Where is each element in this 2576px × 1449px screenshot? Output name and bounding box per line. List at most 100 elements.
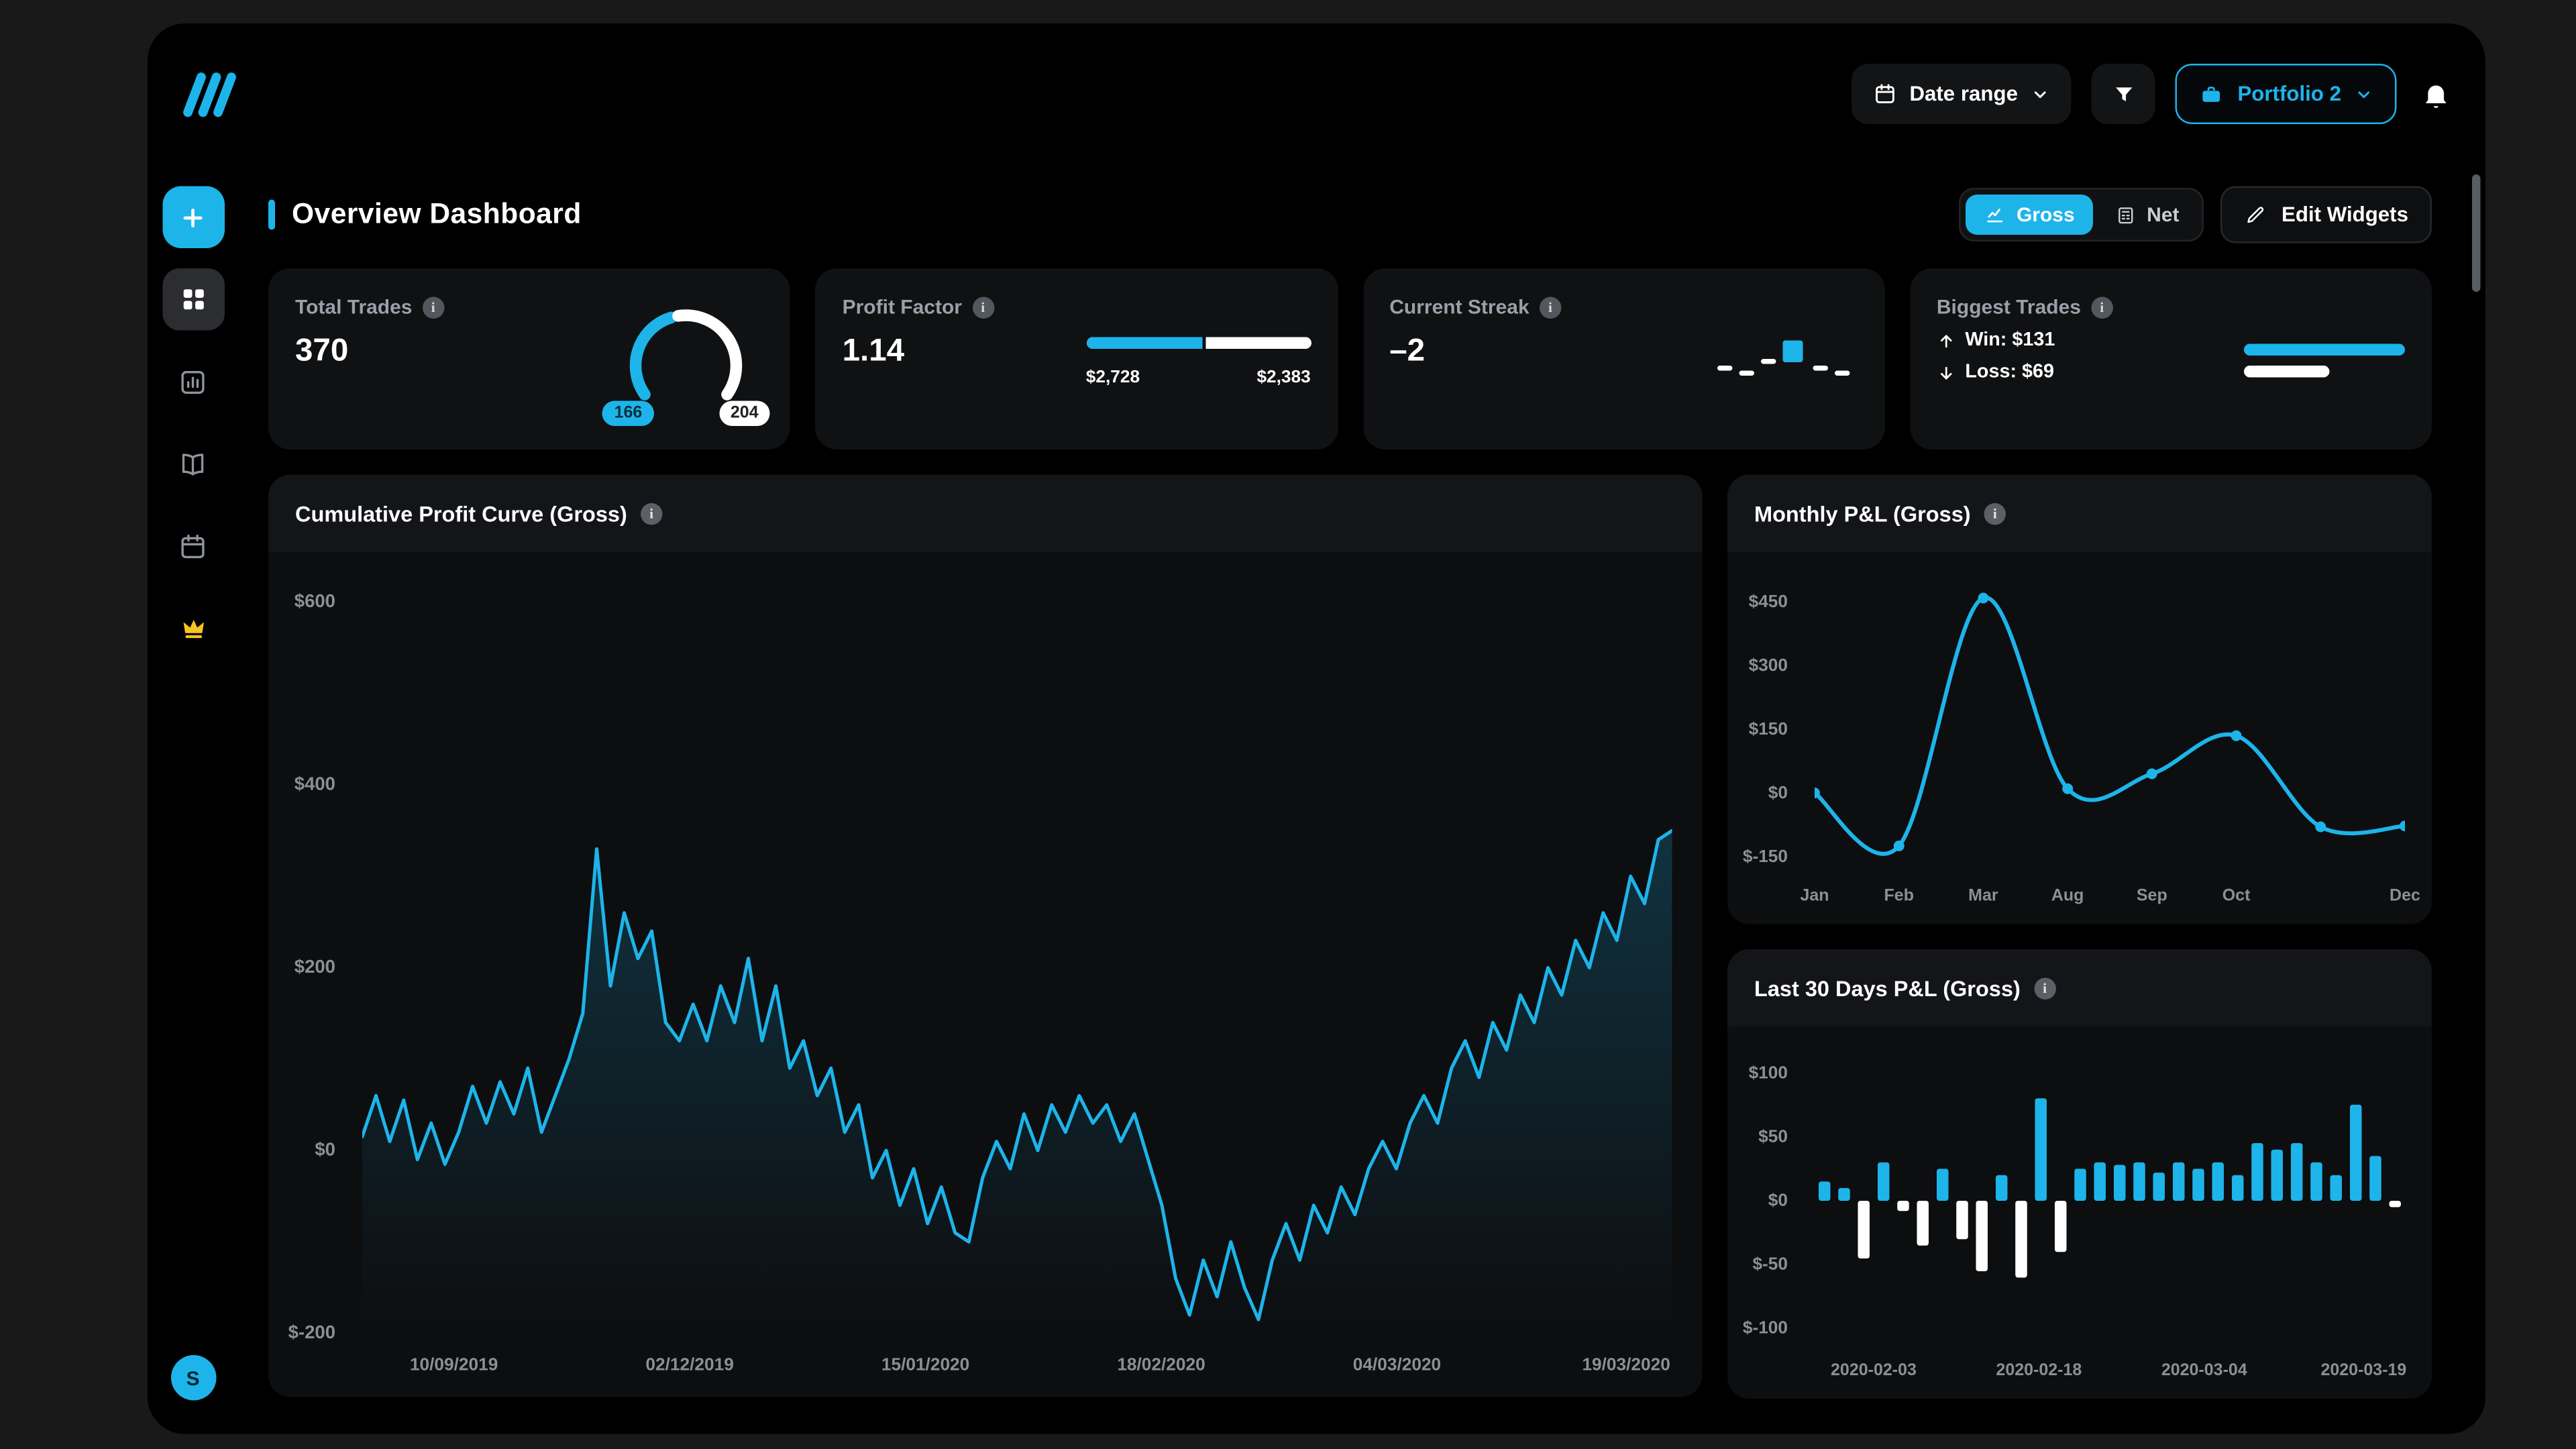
calendar-icon: [1875, 84, 1894, 103]
biggest-win-label: Win: $131: [1965, 330, 2055, 351]
top-bar: Date range Portfolio 2: [148, 23, 2485, 164]
info-icon[interactable]: [2090, 296, 2113, 318]
avatar[interactable]: S: [170, 1355, 216, 1401]
panel-header: Last 30 Days P&L (Gross): [1727, 949, 2432, 1026]
trades-gauge: 166 204: [602, 299, 771, 426]
info-icon[interactable]: [1984, 502, 2006, 525]
app-body: S Overview Dashboard: [148, 164, 2485, 1434]
x-axis: 2020-02-03 2020-02-18 2020-03-04 2020-03-19: [1831, 1362, 2407, 1381]
stat-label: Current Streak: [1389, 295, 1529, 319]
panel-header: Monthly P&L (Gross): [1727, 474, 2432, 552]
app-logo[interactable]: [174, 67, 241, 121]
stat-value: –2: [1389, 333, 1426, 370]
gross-profit-label: $2,728: [1085, 367, 1140, 388]
sidebar-item-dashboard[interactable]: [162, 268, 224, 331]
gauge-left-badge: 166: [602, 400, 654, 426]
arrow-up-icon: [1940, 334, 1951, 347]
stat-label: Biggest Trades: [1936, 295, 2081, 319]
calculator-icon: [2118, 206, 2133, 223]
x-axis: Jan Feb Mar Aug Sep Oct Dec: [1800, 887, 2420, 906]
chart-plot: [1819, 1098, 2401, 1278]
info-icon[interactable]: [971, 296, 994, 318]
profit-factor-fill: [1085, 337, 1206, 349]
sidebar-item-calendar[interactable]: [162, 515, 224, 578]
y-axis: $100 $50 $0 $-50 $-100: [1742, 1062, 1788, 1339]
tab-gross-label: Gross: [2016, 203, 2075, 227]
sidebar-item-premium[interactable]: [162, 597, 224, 659]
portfolio-button[interactable]: Portfolio 2: [2175, 64, 2397, 124]
grid-icon: [182, 289, 203, 310]
portfolio-label: Portfolio 2: [2237, 82, 2341, 106]
last30-pnl-chart: $100 $50 $0 $-50 $-100 2020-02-03 2020-02-18 2…: [1727, 1026, 2432, 1399]
logo-icon: [183, 72, 236, 117]
header-actions: Gross Net: [1959, 186, 2432, 244]
briefcase-icon: [2202, 85, 2220, 101]
crown-icon: [182, 619, 203, 639]
sidebar-item-journal[interactable]: [162, 433, 224, 495]
monthly-pnl-panel: Monthly P&L (Gross) $450$300$150$0$-150 …: [1727, 474, 2432, 924]
gross-loss-label: $2,383: [1256, 367, 1311, 388]
right-column: Monthly P&L (Gross) $450$300$150$0$-150 …: [1727, 474, 2432, 1399]
panel-title: Last 30 Days P&L (Gross): [1754, 975, 2021, 1001]
monthly-pnl-chart: $450 $300 $150 $0 $-150 Jan Feb Mar Aug Sep Oct De…: [1727, 552, 2432, 924]
loss-bar: [2244, 366, 2329, 378]
arrow-down-icon: [1940, 366, 1951, 379]
edit-widgets-button[interactable]: Edit Widgets: [2221, 186, 2432, 244]
chevron-down-icon: [2358, 91, 2370, 97]
bell-icon: [2425, 85, 2447, 107]
profit-factor-bar: $2,728 $2,383: [1085, 337, 1311, 388]
tab-net-label: Net: [2147, 203, 2180, 227]
biggest-loss-label: Loss: $69: [1965, 362, 2055, 382]
page-header: Overview Dashboard Gross: [268, 181, 2432, 248]
page-title: Overview Dashboard: [292, 198, 582, 230]
topbar-controls: Date range Portfolio 2: [1850, 64, 2456, 124]
filter-button[interactable]: [2091, 64, 2155, 124]
x-axis: 10/09/2019 02/12/2019 15/01/2020 18/02/2020…: [409, 1355, 1670, 1375]
win-bar: [2244, 343, 2405, 356]
panel-header: Cumulative Profit Curve (Gross): [268, 474, 1703, 552]
tab-net[interactable]: Net: [2096, 195, 2198, 235]
date-range-label: Date range: [1909, 82, 2018, 106]
chart-plot: [1815, 592, 2405, 856]
panel-title: Monthly P&L (Gross): [1754, 500, 1971, 526]
plus-icon: [183, 207, 203, 227]
chart-line-icon: [1988, 207, 2004, 222]
app-window: Date range Portfolio 2: [148, 23, 2485, 1434]
info-icon[interactable]: [640, 502, 663, 525]
info-icon[interactable]: [2033, 977, 2056, 999]
add-button[interactable]: [162, 186, 224, 248]
charts-row: Cumulative Profit Curve (Gross) $600$400…: [268, 474, 2432, 1399]
info-icon[interactable]: [1539, 296, 1562, 318]
title-accent: [268, 199, 275, 230]
gross-net-toggle: Gross Net: [1959, 188, 2205, 241]
calendar-icon: [181, 533, 205, 557]
cumulative-profit-chart: $600 $400 $200 $0 $-200 10/09/2019 02/12/2019…: [268, 552, 1703, 1397]
pencil-icon: [2248, 207, 2265, 223]
cumulative-profit-panel: Cumulative Profit Curve (Gross) $600$400…: [268, 474, 1703, 1397]
sidebar-item-stats[interactable]: [162, 351, 224, 413]
date-range-button[interactable]: Date range: [1850, 64, 2072, 124]
last30-pnl-panel: Last 30 Days P&L (Gross) $100$50$0$-50$-…: [1727, 949, 2432, 1399]
stat-value: 370: [295, 333, 349, 370]
chart-bar-icon: [181, 370, 205, 393]
scrollbar-thumb[interactable]: [2472, 174, 2481, 292]
gauge-right-badge: 204: [718, 400, 771, 426]
info-icon[interactable]: [422, 296, 444, 318]
funnel-icon: [2115, 87, 2132, 101]
title-wrap: Overview Dashboard: [268, 198, 582, 231]
book-icon: [182, 453, 204, 475]
stat-label: Total Trades: [295, 295, 413, 319]
stat-value: 1.14: [842, 333, 905, 370]
stat-card-biggest-trades: Biggest Trades Win: $131: [1909, 268, 2432, 449]
stat-card-current-streak: Current Streak –2: [1362, 268, 1885, 449]
panel-title: Cumulative Profit Curve (Gross): [295, 500, 627, 526]
notifications-button[interactable]: [2417, 64, 2456, 124]
sidebar: S: [148, 164, 238, 1434]
stat-card-total-trades: Total Trades 370 166 204: [268, 268, 791, 449]
tab-gross[interactable]: Gross: [1966, 195, 2094, 235]
streak-sparkline: [1717, 331, 1858, 390]
chart-plot: [362, 828, 1672, 1334]
stat-label: Profit Factor: [842, 295, 962, 319]
edit-widgets-label: Edit Widgets: [2282, 203, 2408, 227]
